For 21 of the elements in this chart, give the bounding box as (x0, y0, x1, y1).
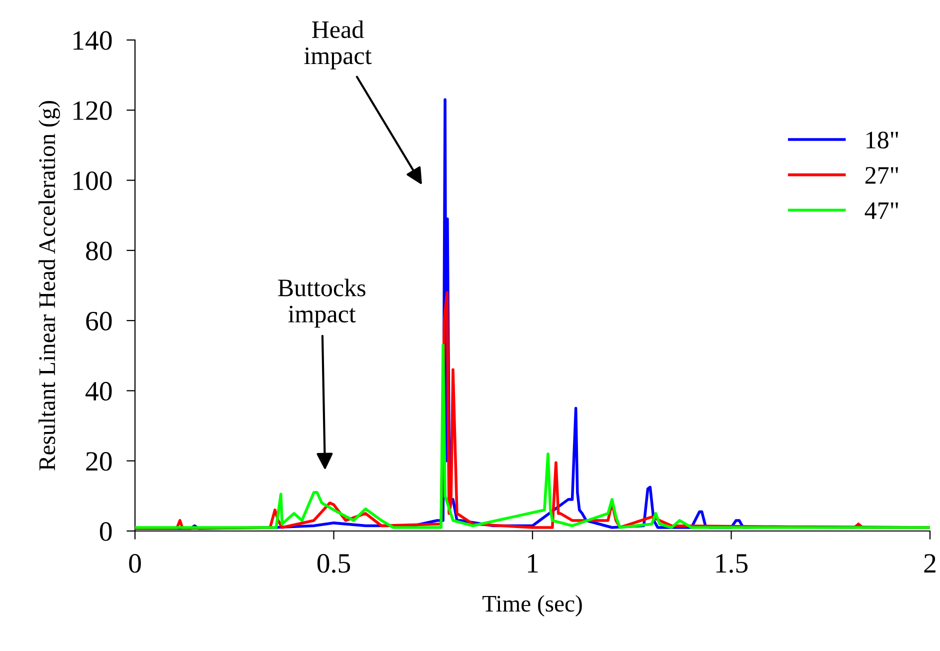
legend-label: 18" (866, 132, 898, 148)
y-tick-label: 140 (74, 31, 112, 50)
y-axis-title: Resultant Linear Head Acceleration (g) (38, 101, 60, 470)
annotation: Head impact (304, 20, 372, 70)
x-tick-label: 0.5 (317, 554, 350, 573)
legend-label: 47" (864, 202, 898, 219)
legend-label: 27" (865, 167, 898, 184)
y-tick-label: 60 (86, 312, 112, 330)
y-tick-label: 40 (86, 382, 112, 401)
y-tick-label: 0 (100, 522, 112, 541)
x-tick-label: 2 (924, 554, 936, 572)
y-tick-label: 120 (74, 101, 112, 120)
y-tick-label: 80 (86, 242, 112, 260)
y-tick-label: 20 (86, 452, 112, 471)
x-tick-label: 1 (528, 554, 538, 572)
x-tick-label: 1.5 (716, 554, 748, 573)
x-tick-label: 0 (129, 554, 141, 573)
line-series (135, 344, 930, 529)
y-tick-label: 100 (74, 171, 112, 190)
annotation: Buttocks impact (278, 278, 366, 328)
x-axis-title: Time (sec) (482, 595, 582, 616)
